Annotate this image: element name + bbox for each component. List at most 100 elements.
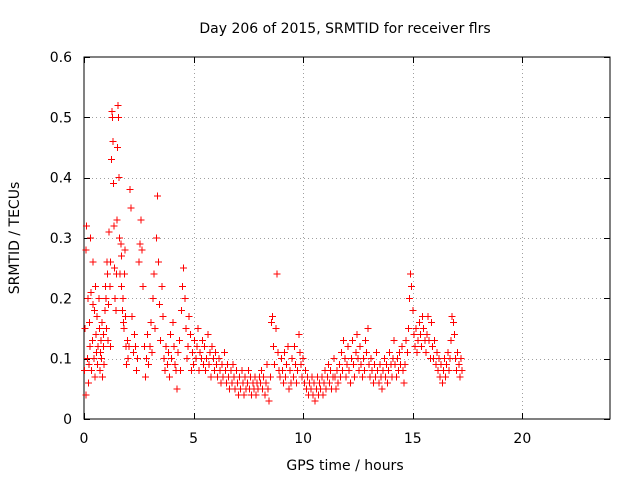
data-point <box>297 361 305 369</box>
data-point <box>184 343 192 351</box>
data-point <box>101 306 109 314</box>
data-point <box>165 373 173 381</box>
grid <box>84 57 610 419</box>
data-point <box>335 361 343 369</box>
data-point <box>433 349 441 357</box>
data-point <box>158 282 166 290</box>
data-point <box>119 294 127 302</box>
x-tick-label: 20 <box>513 431 531 447</box>
data-point <box>121 270 129 278</box>
data-point <box>117 282 125 290</box>
data-point <box>274 349 282 357</box>
x-tick-label: 10 <box>294 431 312 447</box>
y-tick-label: 0.6 <box>50 50 72 66</box>
data-point <box>344 343 352 351</box>
data-point <box>258 367 266 375</box>
data-point <box>98 318 106 326</box>
data-point <box>205 361 213 369</box>
data-point <box>418 343 426 351</box>
x-tick-label: 5 <box>189 431 198 447</box>
data-point <box>272 325 280 332</box>
data-point <box>170 343 178 351</box>
data-point <box>115 113 123 121</box>
data-point <box>159 312 167 320</box>
y-tick-label: 0.4 <box>50 171 72 187</box>
data-point <box>341 355 349 363</box>
data-point <box>289 373 297 381</box>
data-point <box>145 361 153 369</box>
data-point <box>150 270 158 278</box>
data-point <box>187 367 195 375</box>
data-point <box>431 337 439 345</box>
data-point <box>207 373 215 381</box>
data-point <box>110 180 118 188</box>
data-point <box>240 391 248 399</box>
data-point <box>444 349 452 357</box>
data-point <box>402 337 410 345</box>
data-point <box>362 337 370 345</box>
data-point <box>273 270 281 278</box>
data-point <box>447 337 455 345</box>
data-point <box>204 331 212 339</box>
data-point <box>363 349 371 357</box>
data-point <box>195 367 203 375</box>
data-point <box>268 312 276 320</box>
data-point <box>108 107 116 115</box>
data-point <box>203 355 211 363</box>
data-point <box>93 312 101 320</box>
data-point <box>332 385 340 393</box>
x-tick-label: 0 <box>80 431 89 447</box>
data-point <box>104 270 112 278</box>
data-point <box>134 355 142 363</box>
data-point <box>414 337 422 345</box>
data-point <box>267 318 275 326</box>
data-point <box>422 349 430 357</box>
data-point <box>82 391 90 399</box>
data-point <box>99 373 107 381</box>
data-point <box>109 137 117 145</box>
data-point <box>324 361 332 369</box>
y-tick-label: 0.5 <box>50 110 72 126</box>
data-point <box>356 343 364 351</box>
data-point <box>162 343 170 351</box>
data-point <box>455 361 463 369</box>
data-point <box>294 367 302 375</box>
data-point <box>404 325 412 332</box>
data-point <box>97 337 105 345</box>
data-point <box>364 325 372 332</box>
data-point <box>271 361 279 369</box>
data-point <box>398 343 406 351</box>
data-point <box>182 325 190 332</box>
data-point <box>278 367 286 375</box>
data-point <box>301 367 309 375</box>
data-point <box>348 337 356 345</box>
data-point <box>260 373 268 381</box>
data-point <box>116 234 124 242</box>
data-point <box>284 343 292 351</box>
data-point <box>411 343 419 351</box>
data-point <box>92 331 100 339</box>
data-point <box>334 379 342 387</box>
data-point <box>445 367 453 375</box>
data-point <box>450 331 458 339</box>
data-point <box>96 349 104 357</box>
data-point <box>176 367 184 375</box>
data-point <box>83 355 91 363</box>
data-point <box>135 258 143 266</box>
data-point <box>169 318 177 326</box>
data-point <box>130 331 138 339</box>
data-point <box>443 361 451 369</box>
data-point <box>413 349 421 357</box>
data-point <box>373 349 381 357</box>
data-point <box>361 367 369 375</box>
data-point <box>127 204 135 212</box>
data-point <box>147 318 155 326</box>
data-point <box>87 288 95 296</box>
data-point <box>83 222 91 230</box>
y-axis-title: SRMTID / TECUs <box>7 182 23 295</box>
data-point <box>262 379 270 387</box>
data-point <box>190 361 198 369</box>
data-point <box>128 312 136 320</box>
data-point <box>185 312 193 320</box>
data-point <box>167 331 175 339</box>
